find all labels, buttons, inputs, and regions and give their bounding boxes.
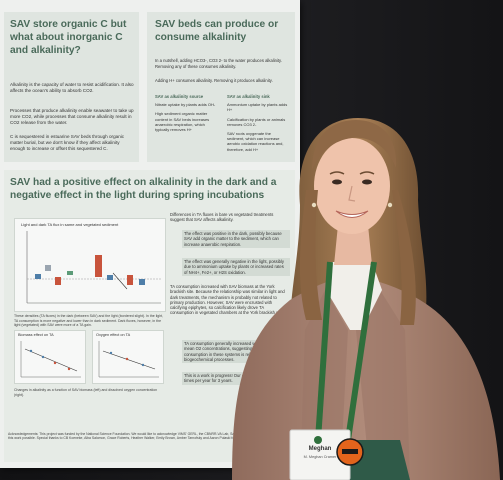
earring-right — [387, 202, 393, 208]
biomass-marks — [20, 341, 81, 378]
subplot-caption: Changes in alkalinity as a function of S… — [14, 388, 158, 397]
oxygen-point — [141, 363, 145, 367]
sink-header: SAV as alkalinity sink — [227, 94, 270, 99]
biomass-point — [41, 355, 45, 359]
biomass-subplot: Biomass effect on TA — [14, 330, 86, 384]
oxygen-point — [125, 357, 129, 361]
sink-item: Calcification by plants or animals remov… — [227, 116, 286, 127]
chart-box — [127, 275, 133, 285]
panel2-intro-1: In a nutshell, adding HCO3-, CO3 2- to t… — [155, 58, 283, 69]
result-bullet-2: The effect was positive in the dark, pos… — [182, 230, 290, 248]
neck — [334, 225, 372, 265]
hair-front — [312, 120, 397, 170]
sink-item: Ammonium uptake by plants adds H+ — [227, 102, 288, 113]
panel1-title: SAV store organic C but what about inorg… — [10, 19, 127, 56]
oxygen-point — [109, 351, 113, 355]
source-column: SAV as alkalinity source Nitrate uptake … — [155, 94, 217, 136]
chart-title: Light and dark TA flux in same and veget… — [21, 222, 119, 227]
oxygen-subplot-title: Oxygen effect on TA — [96, 333, 131, 337]
eye-left — [332, 179, 342, 185]
pin-label-bar — [342, 449, 358, 454]
source-item: High sediment organic matter content in … — [155, 111, 210, 133]
result-bullet-1: Differences in TA fluxes in bare vs vege… — [170, 212, 274, 223]
result-bullet-4: TA consumption increased with SAV biomas… — [170, 284, 285, 316]
smile — [335, 210, 369, 218]
panel1-bullet-2: Processes that produce alkalinity enable… — [10, 108, 134, 125]
chart-marks — [26, 231, 161, 304]
sink-column: SAV as alkalinity sink Ammonium uptake b… — [227, 94, 289, 156]
source-item: Nitrate uptake by plants adds OH- — [155, 102, 216, 108]
panel3-title: SAV had a positive effect on alkalinity … — [10, 177, 277, 201]
hair-strand-left — [299, 190, 322, 320]
poster-panel-inorganic-carbon: SAV store organic C but what about inorg… — [4, 12, 139, 162]
nose — [348, 185, 356, 202]
badge-logo — [314, 436, 322, 444]
chart-box — [95, 255, 102, 277]
hair-strand-right — [392, 190, 416, 325]
chart-caption: These densities (TA fluxes) in the dark … — [14, 314, 164, 328]
panel2-intro-2: Adding H+ consumes alkalinity. Removing … — [155, 78, 273, 83]
oxygen-marks — [98, 341, 159, 378]
brow-right — [359, 171, 375, 175]
brow-left — [329, 171, 345, 175]
chart-box — [45, 265, 51, 271]
chart-box — [67, 271, 73, 275]
panel1-bullet-3: C is sequestered in estuarine SAV beds t… — [10, 134, 125, 151]
biomass-point — [29, 349, 33, 353]
oxygen-subplot: Oxygen effect on TA — [92, 330, 164, 384]
acknowledgements: Acknowledgements: This project was funde… — [8, 432, 290, 441]
biomass-point — [67, 367, 71, 371]
ta-flux-chart: Light and dark TA flux in same and veget… — [14, 218, 166, 312]
source-header: SAV as alkalinity source — [155, 94, 204, 99]
earring-left — [311, 202, 317, 208]
panel2-title: SAV beds can produce or consume alkalini… — [155, 19, 279, 43]
badge-subline: M. Meghan Cramer — [303, 455, 337, 459]
panel1-bullet-1: Alkalinity is the capacity of water to r… — [10, 82, 134, 93]
poster-panel-alkalinity-sources: SAV beds can produce or consume alkalini… — [147, 12, 295, 162]
research-poster: SAV store organic C but what about inorg… — [0, 0, 300, 468]
biomass-subplot-title: Biomass effect on TA — [18, 333, 54, 337]
lanyard-right — [345, 261, 377, 441]
result-bullet-3: The effect was generally negative in the… — [182, 258, 290, 276]
sink-item: SAV roots oxygenate the sediment, which … — [227, 131, 284, 152]
chart-box — [139, 279, 145, 285]
chart-box — [55, 277, 61, 285]
lanyard-left — [315, 261, 333, 441]
jacket-lapel — [356, 290, 410, 480]
biomass-point — [53, 361, 57, 365]
badge-name: Meghan — [308, 446, 332, 452]
chart-trend — [112, 272, 128, 290]
chart-box — [35, 274, 41, 279]
chart-box — [107, 275, 113, 280]
eye-right — [362, 179, 372, 185]
